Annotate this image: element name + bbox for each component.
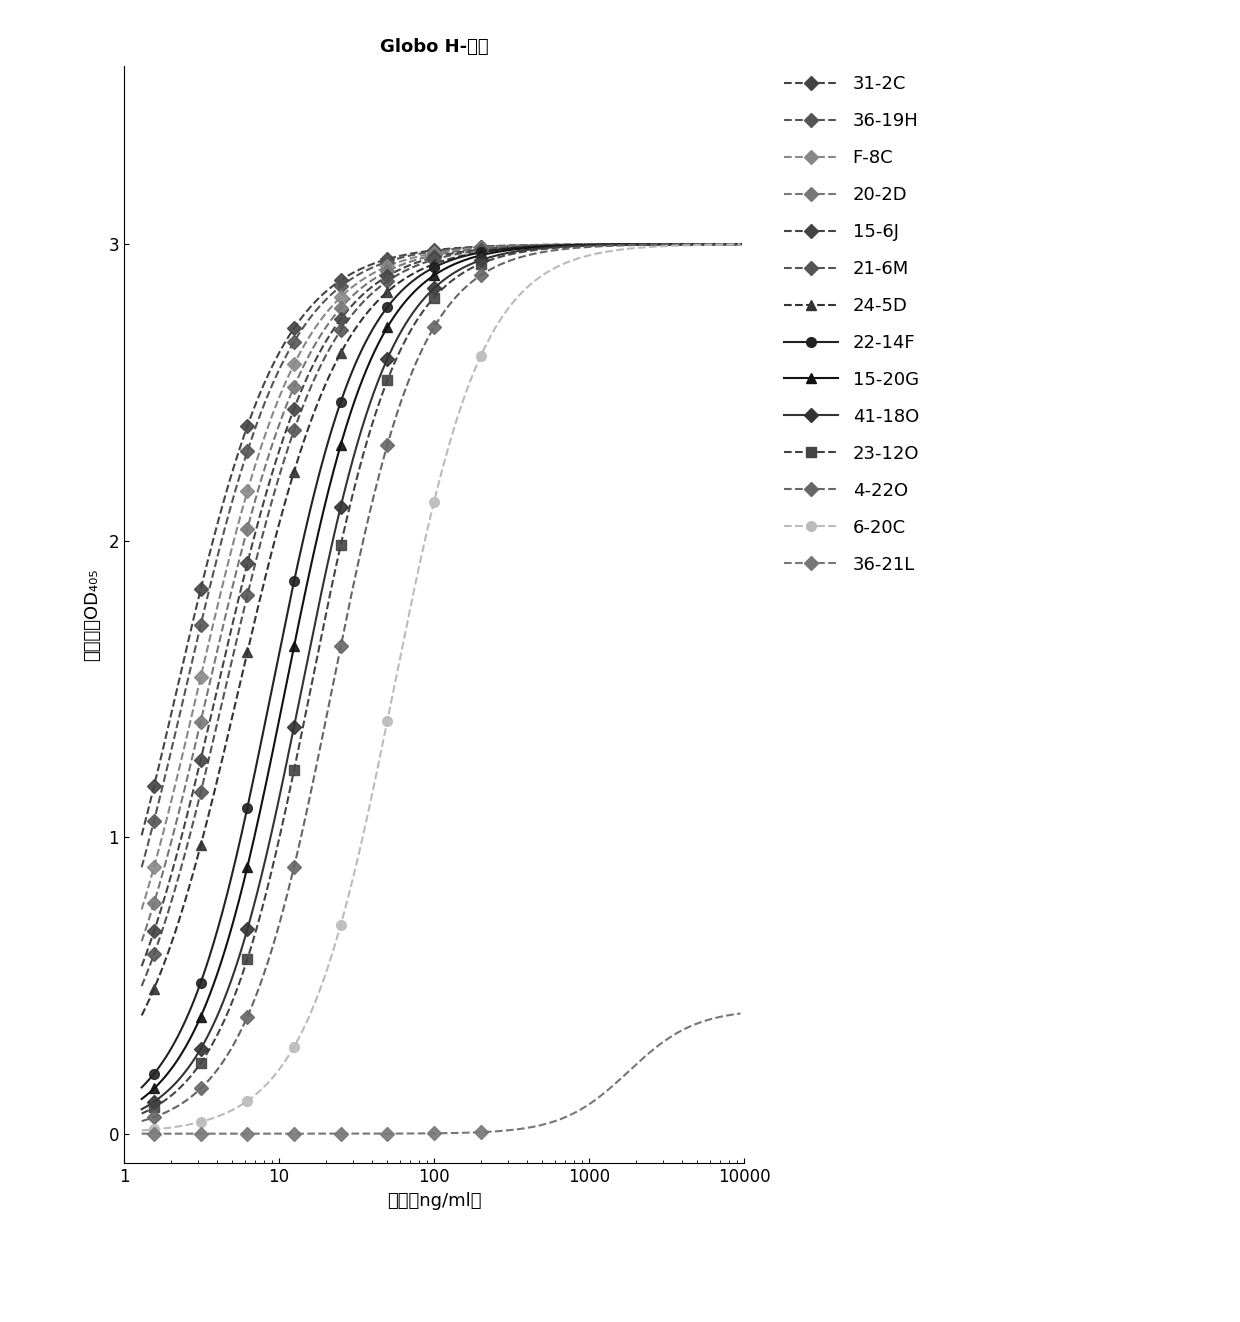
Legend: 31-2C, 36-19H, F-8C, 20-2D, 15-6J, 21-6M, 24-5D, 22-14F, 15-20G, 41-18O, 23-12O,: 31-2C, 36-19H, F-8C, 20-2D, 15-6J, 21-6M… xyxy=(784,75,919,574)
X-axis label: 浓度（ng/ml）: 浓度（ng/ml） xyxy=(387,1191,481,1210)
Title: Globo H-脂质: Globo H-脂质 xyxy=(379,38,489,57)
Y-axis label: 吸光度，OD₄₀₅: 吸光度，OD₄₀₅ xyxy=(83,568,102,661)
